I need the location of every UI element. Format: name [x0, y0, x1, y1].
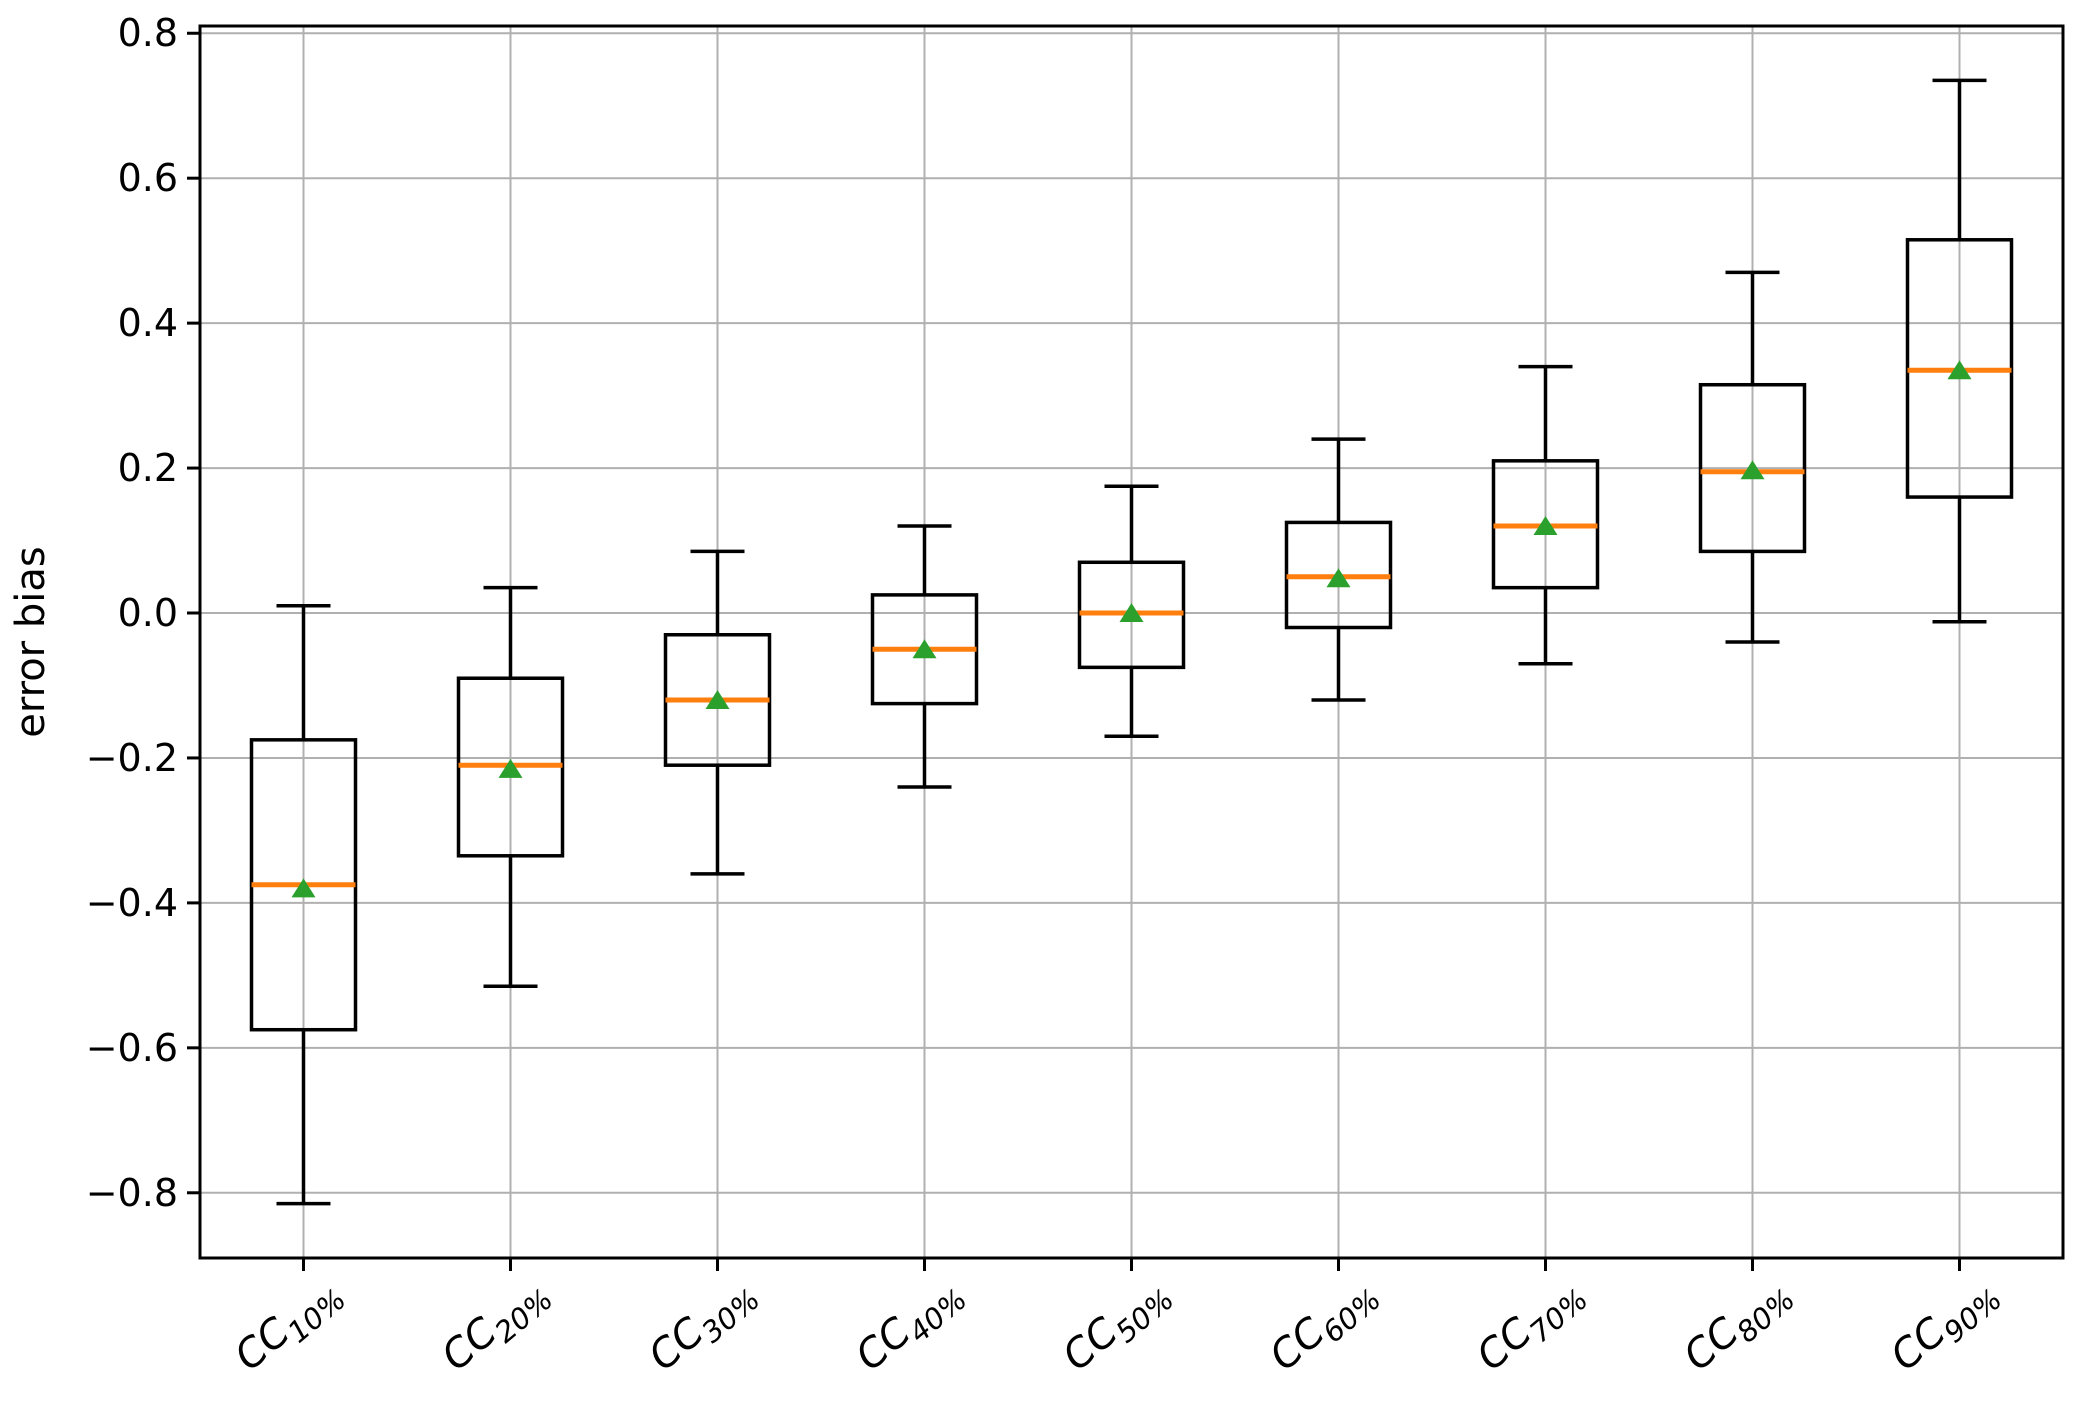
- x-tick-label: CC30%: [640, 1267, 766, 1385]
- y-tick-label: −0.6: [86, 1026, 178, 1070]
- x-tick-label: CC80%: [1675, 1267, 1801, 1385]
- y-tick-label: −0.8: [86, 1171, 178, 1215]
- box-group: [1077, 484, 1186, 738]
- mean-marker: [1947, 360, 1972, 380]
- mean-marker: [1119, 603, 1144, 623]
- box-group: [663, 549, 772, 876]
- mean-marker: [291, 878, 316, 898]
- x-tick-label: CC60%: [1261, 1267, 1387, 1385]
- box-group: [249, 604, 358, 1206]
- box-group: [1698, 270, 1807, 644]
- y-tick-label: 0.4: [118, 301, 178, 345]
- x-tick-label: CC40%: [847, 1267, 973, 1385]
- y-axis-label: error bias: [8, 546, 54, 737]
- box-group: [1905, 78, 2014, 624]
- box-group: [456, 585, 565, 988]
- mean-marker: [1740, 460, 1765, 480]
- box-group: [1284, 437, 1393, 702]
- mean-marker: [705, 689, 730, 709]
- mean-marker: [1533, 516, 1558, 536]
- mean-marker: [1326, 568, 1351, 588]
- x-tick-label: CC20%: [433, 1267, 559, 1385]
- y-tick-label: 0.6: [118, 156, 178, 200]
- y-tick-label: 0.0: [118, 591, 178, 635]
- y-tick-label: 0.2: [118, 446, 178, 490]
- mean-marker: [912, 639, 937, 659]
- box-group: [870, 524, 979, 789]
- x-tick-label: CC90%: [1882, 1267, 2008, 1385]
- y-tick-label: −0.4: [86, 881, 178, 925]
- iqr-box: [1698, 382, 1807, 554]
- y-tick-label: −0.2: [86, 736, 178, 780]
- x-tick-label: CC50%: [1054, 1267, 1180, 1385]
- x-tick-label: CC70%: [1468, 1267, 1594, 1385]
- x-tick-label: CC10%: [226, 1267, 352, 1385]
- mean-marker: [498, 758, 523, 778]
- y-tick-label: 0.8: [118, 11, 178, 55]
- box-group: [1491, 364, 1600, 666]
- grid: [200, 26, 2063, 1258]
